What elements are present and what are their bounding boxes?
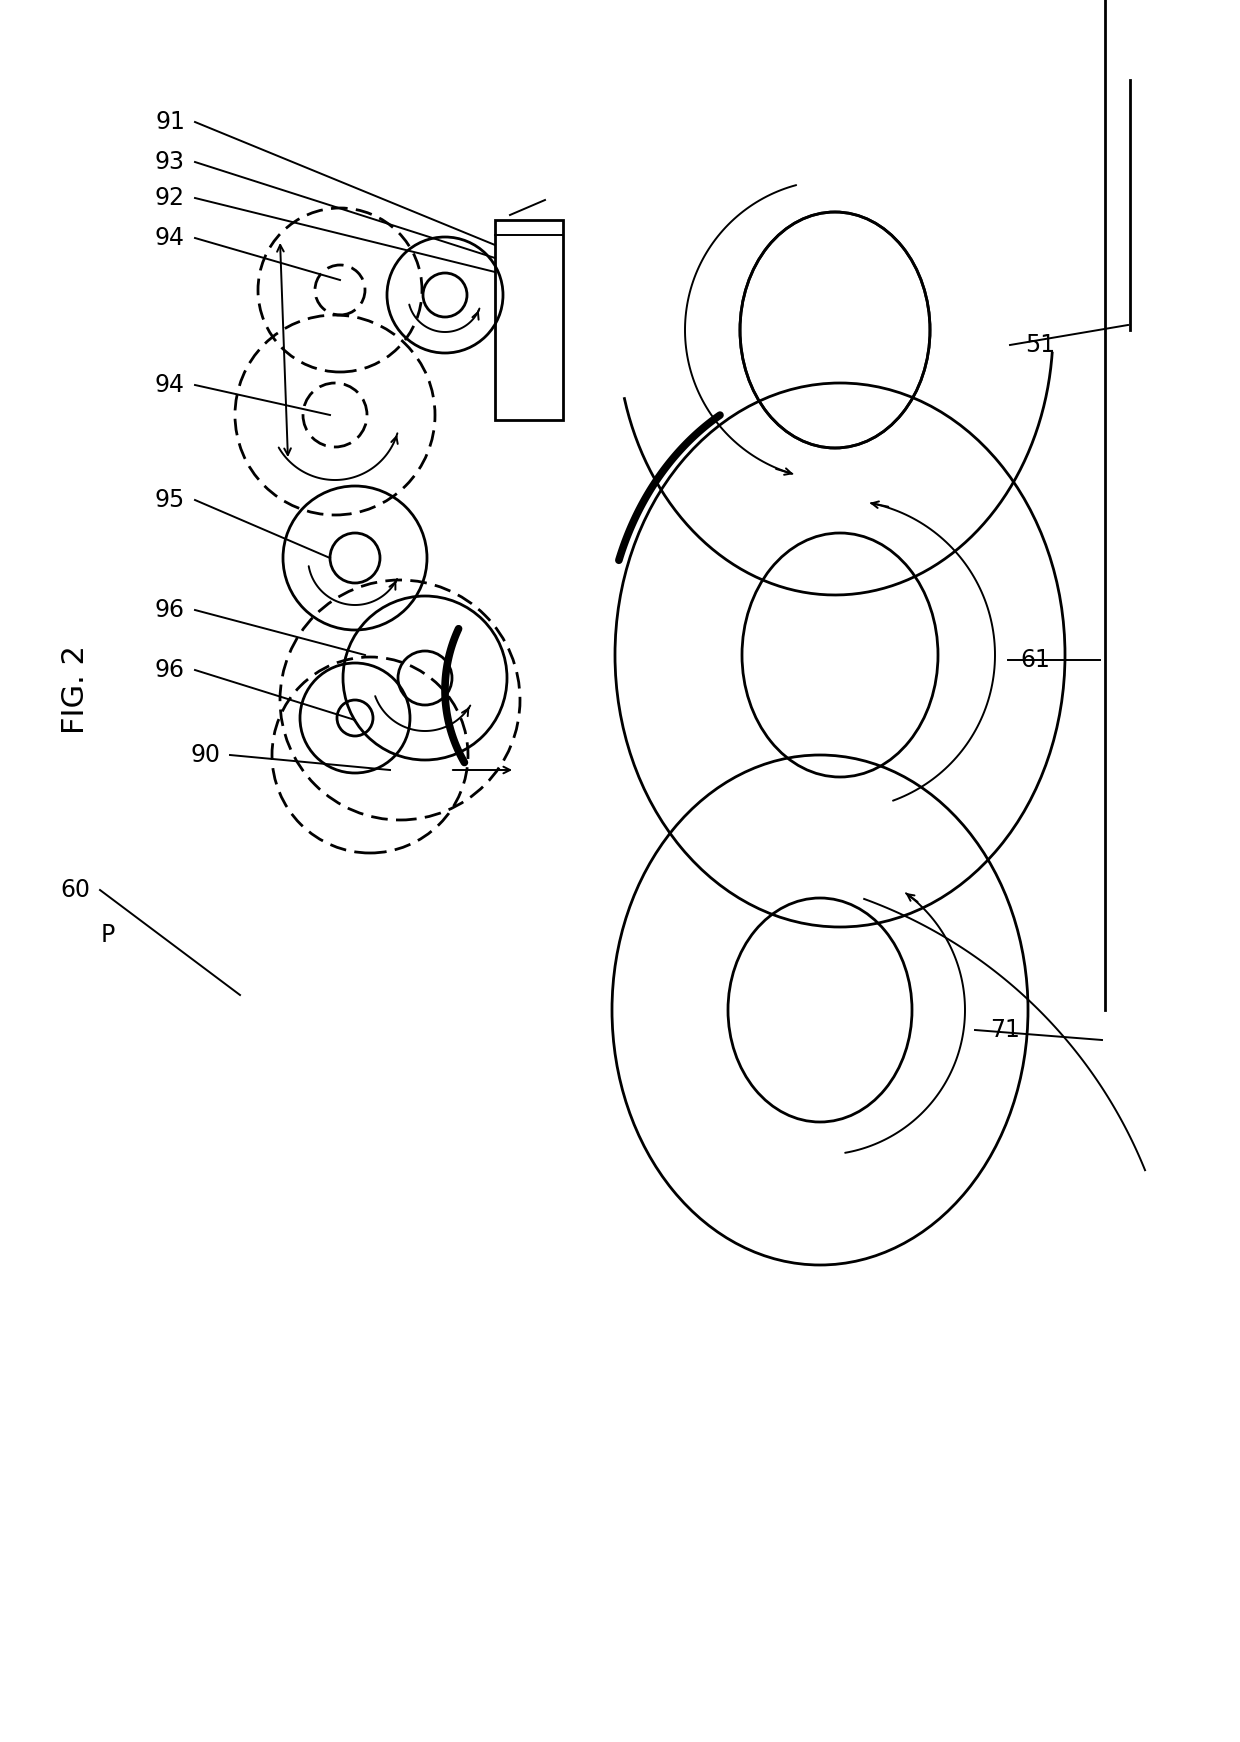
Bar [495, 219, 563, 420]
Text: 51: 51 [1025, 333, 1055, 357]
Text: 96: 96 [155, 658, 185, 683]
Text: 90: 90 [190, 744, 219, 766]
Text: P: P [100, 923, 115, 948]
Text: 60: 60 [60, 878, 91, 902]
Text: 91: 91 [155, 110, 185, 134]
Text: 71: 71 [990, 1017, 1019, 1042]
Text: 96: 96 [155, 598, 185, 622]
Text: 61: 61 [1021, 648, 1050, 672]
Text: 94: 94 [155, 373, 185, 397]
Text: 95: 95 [155, 488, 185, 512]
Text: FIG. 2: FIG. 2 [61, 646, 89, 735]
Text: 92: 92 [155, 186, 185, 211]
Text: 94: 94 [155, 226, 185, 251]
Text: 93: 93 [155, 150, 185, 174]
